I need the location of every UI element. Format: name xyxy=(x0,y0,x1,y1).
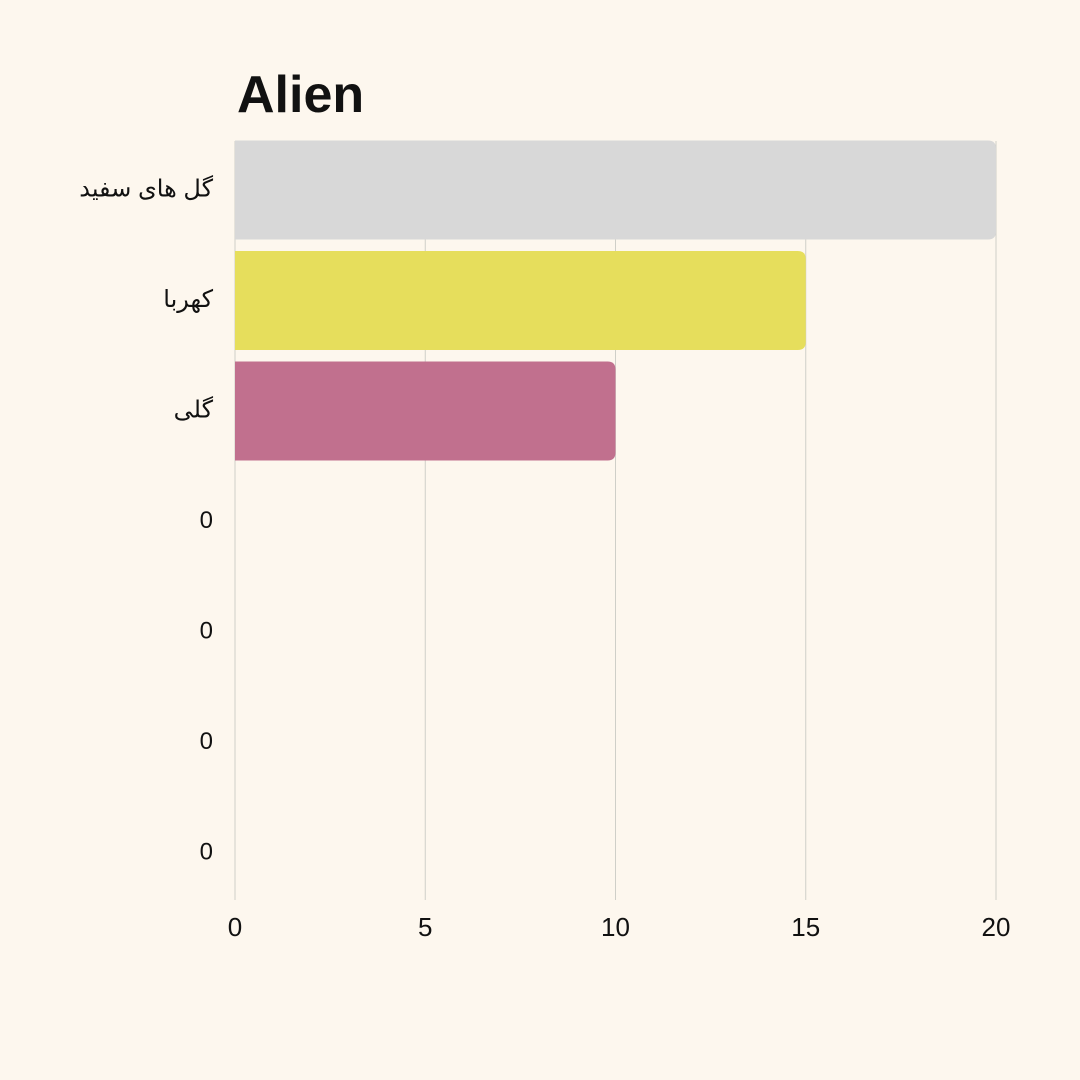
y-tick-label: 0 xyxy=(200,728,213,755)
y-tick-label: 0 xyxy=(200,507,213,534)
y-tick-label: کهربا xyxy=(163,286,213,313)
y-tick-label: 0 xyxy=(200,617,213,644)
chart-title: Alien xyxy=(237,66,364,124)
y-tick-label: 0 xyxy=(200,838,213,865)
bar xyxy=(235,251,806,350)
x-tick-label: 20 xyxy=(982,912,1011,942)
bar xyxy=(235,140,996,240)
x-tick-label: 0 xyxy=(228,912,242,942)
x-tick-label: 5 xyxy=(418,912,432,942)
bar xyxy=(235,361,616,461)
y-tick-label: گل های سفید xyxy=(79,174,213,202)
y-tick-label: گلی xyxy=(174,395,214,423)
x-tick-label: 10 xyxy=(601,912,630,942)
x-tick-label: 15 xyxy=(791,912,820,942)
